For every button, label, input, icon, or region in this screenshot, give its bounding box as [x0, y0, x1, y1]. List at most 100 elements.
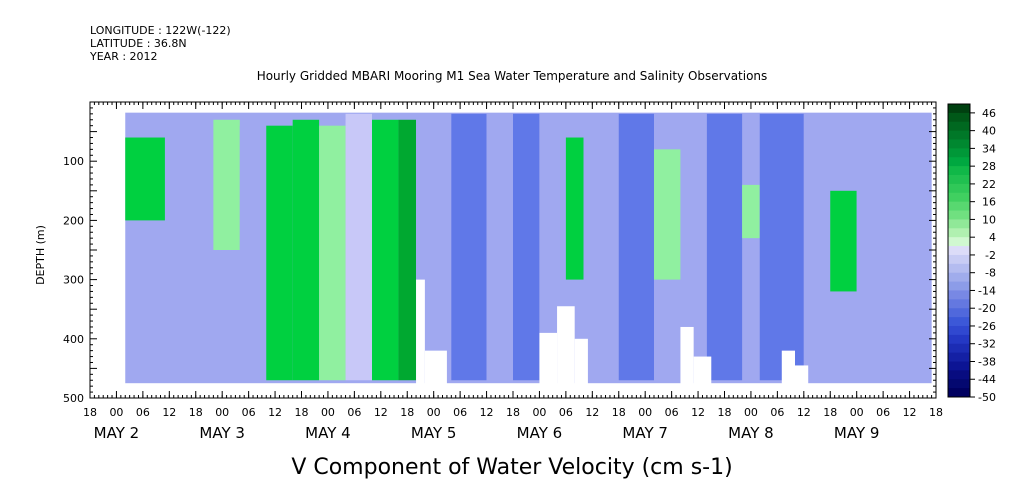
x-hour-tick-label: 12 [268, 406, 282, 419]
y-tick-labels: 100 200 300 400 500 [63, 155, 84, 405]
missing-data-cell [574, 338, 588, 385]
x-hour-tick-label: 00 [744, 406, 758, 419]
colorbar-label: -14 [978, 284, 996, 297]
x-hour-tick-label: 18 [506, 406, 520, 419]
colorbar-swatch [948, 157, 970, 167]
heatmap-cell [830, 190, 857, 292]
x-hour-tick-label: 18 [612, 406, 626, 419]
colorbar-label: -8 [985, 267, 996, 280]
colorbar-swatch [948, 379, 970, 389]
colorbar-label: 16 [982, 196, 996, 209]
heatmap-cell [451, 113, 487, 381]
y-ticks [90, 101, 936, 399]
colorbar-swatch [948, 388, 970, 398]
colorbar: 46 40 34 28 22 16 10 4 -2 -8 -14 -20 -26 -32 -38 -44 -50 [947, 103, 996, 404]
heatmap-cell [319, 125, 346, 381]
x-minor-ticks [89, 102, 937, 398]
colorbar-swatch [948, 272, 970, 283]
missing-data-cell [424, 350, 447, 385]
year-label: YEAR : 2012 [89, 50, 158, 63]
heatmap-cell [486, 113, 513, 381]
colorbar-swatch [948, 246, 970, 256]
colorbar-labels: 46 40 34 28 22 16 10 4 -2 -8 -14 -20 -26 -32 -38 -44 -50 [970, 107, 996, 404]
colorbar-swatch [948, 219, 970, 229]
colorbar-swatch [948, 352, 970, 362]
missing-data-regions [416, 279, 809, 385]
heatmap-cell [345, 113, 372, 381]
x-hour-tick-label: 12 [480, 406, 494, 419]
missing-data-cell [781, 350, 795, 385]
colorbar-swatch [948, 254, 970, 265]
x-day-labels: MAY 2 MAY 3 MAY 4 MAY 5 MAY 6 MAY 7 MAY 8 MAY 9 [94, 424, 880, 442]
x-hour-tick-label: 00 [638, 406, 652, 419]
colorbar-label: -50 [978, 391, 996, 404]
colorbar-label: -20 [978, 302, 996, 315]
y-tick-label: 100 [63, 155, 84, 168]
x-hour-tick-label: 12 [691, 406, 705, 419]
colorbar-swatch [948, 139, 970, 149]
colorbar-swatch [948, 112, 970, 123]
colorbar-swatch [948, 192, 970, 203]
plot-area [89, 101, 937, 399]
x-hour-tick-label: 00 [215, 406, 229, 419]
heatmap-cell [856, 113, 892, 381]
x-hour-tick-label: 00 [427, 406, 441, 419]
x-day-label: MAY 6 [517, 424, 563, 442]
chart-title: Hourly Gridded MBARI Mooring M1 Sea Wate… [257, 69, 768, 83]
heatmap-cell [565, 137, 584, 280]
colorbar-label: -26 [978, 320, 996, 333]
heatmap-cells [125, 112, 932, 384]
colorbar-swatch [948, 228, 970, 238]
heatmap-cell [742, 184, 760, 239]
colorbar-label: -44 [978, 373, 996, 386]
x-hour-tick-label: 00 [532, 406, 546, 419]
colorbar-swatches [948, 104, 970, 398]
colorbar-label: 10 [982, 213, 996, 226]
heatmap-cell [706, 113, 743, 381]
x-day-label: MAY 4 [305, 424, 351, 442]
colorbar-label: -38 [978, 355, 996, 368]
heatmap-cell [266, 125, 293, 381]
heatmap-cell [583, 113, 619, 381]
colorbar-swatch [948, 104, 970, 114]
heatmap-cell [803, 113, 831, 381]
colorbar-label: 22 [982, 178, 996, 191]
colorbar-swatch [948, 210, 970, 220]
x-hour-tick-label: 12 [162, 406, 176, 419]
colorbar-label: 40 [982, 125, 996, 138]
x-hour-tick-label: 18 [189, 406, 203, 419]
x-hour-tick-label: 06 [559, 406, 573, 419]
x-hour-tick-label: 00 [850, 406, 864, 419]
colorbar-swatch [948, 263, 970, 274]
colorbar-swatch [948, 281, 970, 291]
x-hour-tick-label: 18 [718, 406, 732, 419]
x-hour-tick-label: 12 [903, 406, 917, 419]
heatmap-cell [513, 113, 540, 381]
missing-data-cell [680, 326, 694, 385]
x-hour-tick-label: 18 [83, 406, 97, 419]
missing-data-cell [416, 279, 425, 385]
missing-data-cell [795, 365, 809, 385]
colorbar-swatch [948, 201, 970, 212]
heatmap-cell [759, 113, 804, 381]
x-day-label: MAY 7 [622, 424, 668, 442]
colorbar-swatch [948, 370, 970, 380]
heatmap-cell [125, 137, 165, 221]
x-hour-tick-label: 18 [400, 406, 414, 419]
heatmap-cell [372, 119, 399, 381]
x-day-label: MAY 3 [199, 424, 245, 442]
x-day-label: MAY 5 [411, 424, 457, 442]
colorbar-frame [947, 103, 971, 398]
x-hour-tick-label: 18 [929, 406, 943, 419]
x-hour-tick-label: 12 [797, 406, 811, 419]
latitude-label: LATITUDE : 36.8N [90, 37, 187, 50]
colorbar-swatch [948, 334, 970, 345]
colorbar-swatch [948, 325, 970, 336]
x-hour-tick-label: 06 [876, 406, 890, 419]
x-hour-tick-label: 18 [295, 406, 309, 419]
y-tick-label: 500 [63, 392, 84, 405]
x-day-label: MAY 8 [728, 424, 774, 442]
x-hour-tick-label: 00 [321, 406, 335, 419]
x-hour-tick-label: 06 [347, 406, 361, 419]
